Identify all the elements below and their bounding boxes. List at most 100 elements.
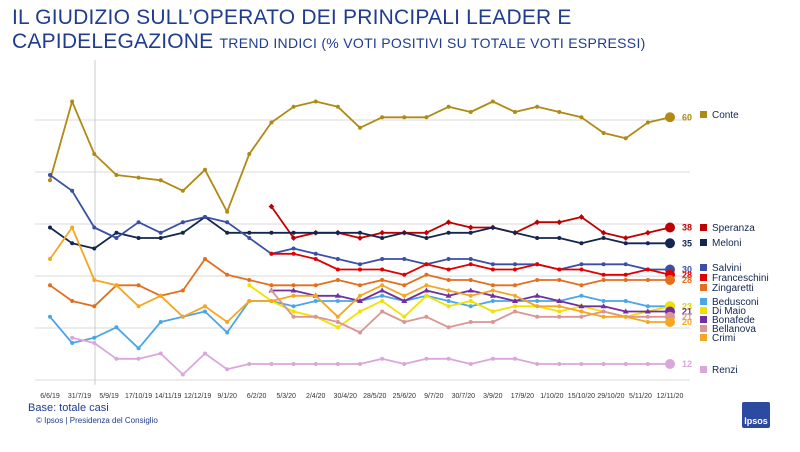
data-point [402, 257, 407, 261]
data-point [313, 299, 318, 303]
data-point [203, 257, 207, 261]
data-point [623, 241, 628, 246]
end-value-label: 35 [682, 238, 692, 248]
legend-swatch [700, 224, 707, 231]
data-point [92, 225, 97, 230]
legend-swatch [700, 274, 707, 281]
data-point [114, 325, 119, 330]
data-point [535, 262, 540, 267]
data-point [136, 346, 141, 351]
data-point [334, 292, 341, 298]
x-tick-label: 12/12/19 [184, 393, 211, 400]
data-point [579, 314, 584, 319]
data-point [445, 219, 452, 226]
x-tick-label: 25/6/20 [393, 393, 416, 400]
data-point [644, 308, 651, 314]
data-point [92, 341, 97, 345]
legend-label-salvini: Salvini [712, 263, 741, 274]
ipsos-logo: Ipsos [742, 402, 770, 428]
data-point [513, 262, 517, 267]
data-point [70, 241, 75, 246]
data-point [601, 362, 606, 366]
data-point [557, 362, 562, 366]
data-point [600, 229, 607, 236]
data-point [180, 288, 185, 293]
data-point [358, 230, 362, 235]
data-point [114, 236, 119, 240]
data-point [335, 325, 340, 330]
data-point [622, 235, 629, 241]
data-point [468, 278, 473, 282]
data-point [247, 230, 252, 235]
data-point [335, 278, 340, 282]
end-value-label: 23 [682, 301, 692, 311]
data-point [490, 225, 495, 230]
legend-label-speranza: Speranza [712, 223, 755, 234]
data-point [535, 278, 540, 282]
data-point [468, 293, 473, 298]
data-point [579, 283, 584, 288]
x-tick-label: 5/3/20 [276, 393, 296, 400]
data-point [358, 262, 362, 267]
data-point [291, 246, 296, 251]
data-point [468, 320, 473, 324]
data-point [468, 257, 473, 261]
data-point [468, 362, 473, 366]
end-value-label: 12 [682, 359, 692, 369]
data-point [557, 309, 562, 314]
data-point [579, 362, 584, 366]
data-point [313, 230, 318, 235]
legend-label-conte: Conte [712, 110, 739, 121]
data-point [557, 236, 562, 240]
data-point [512, 298, 518, 303]
end-value-label: 23 [682, 301, 692, 311]
data-point [445, 292, 452, 298]
data-point [158, 351, 163, 356]
end-value-label: 20 [682, 317, 692, 327]
x-tick-label: 28/5/20 [363, 393, 386, 400]
data-point [468, 299, 473, 303]
x-tick-label: 15/10/20 [568, 393, 595, 400]
data-point [180, 220, 185, 225]
data-point [358, 330, 362, 335]
data-point [269, 288, 274, 293]
data-point [535, 304, 540, 309]
data-point [513, 356, 517, 361]
data-point [579, 267, 584, 272]
data-point [291, 314, 296, 319]
data-point [423, 229, 430, 236]
data-point [335, 314, 340, 319]
legend-swatch [700, 284, 707, 291]
legend-label-bellanova: Bellanova [712, 324, 756, 335]
data-point [424, 356, 429, 361]
data-point [269, 230, 274, 235]
data-point [225, 220, 230, 225]
data-point [136, 283, 141, 288]
data-point [203, 351, 207, 356]
data-point [468, 262, 473, 267]
data-point [269, 283, 274, 288]
data-point [70, 299, 75, 303]
data-point [380, 299, 385, 303]
data-point [424, 293, 429, 298]
data-point [225, 272, 230, 277]
end-marker [665, 222, 675, 233]
end-marker [665, 275, 675, 285]
data-point [335, 104, 340, 109]
data-point [535, 362, 540, 366]
data-point [578, 303, 585, 309]
data-point [269, 362, 274, 366]
x-tick-label: 12/11/20 [657, 393, 684, 400]
data-point [446, 230, 451, 235]
x-tick-label: 3/9/20 [483, 393, 503, 400]
data-point [358, 283, 362, 288]
data-point [379, 287, 386, 293]
data-point [247, 283, 252, 288]
data-point [379, 229, 385, 236]
data-point [446, 325, 451, 330]
legend-swatch [700, 239, 707, 246]
data-point [446, 278, 451, 282]
x-tick-label: 5/9/19 [99, 393, 119, 400]
data-point [402, 283, 407, 288]
data-point [645, 229, 651, 236]
